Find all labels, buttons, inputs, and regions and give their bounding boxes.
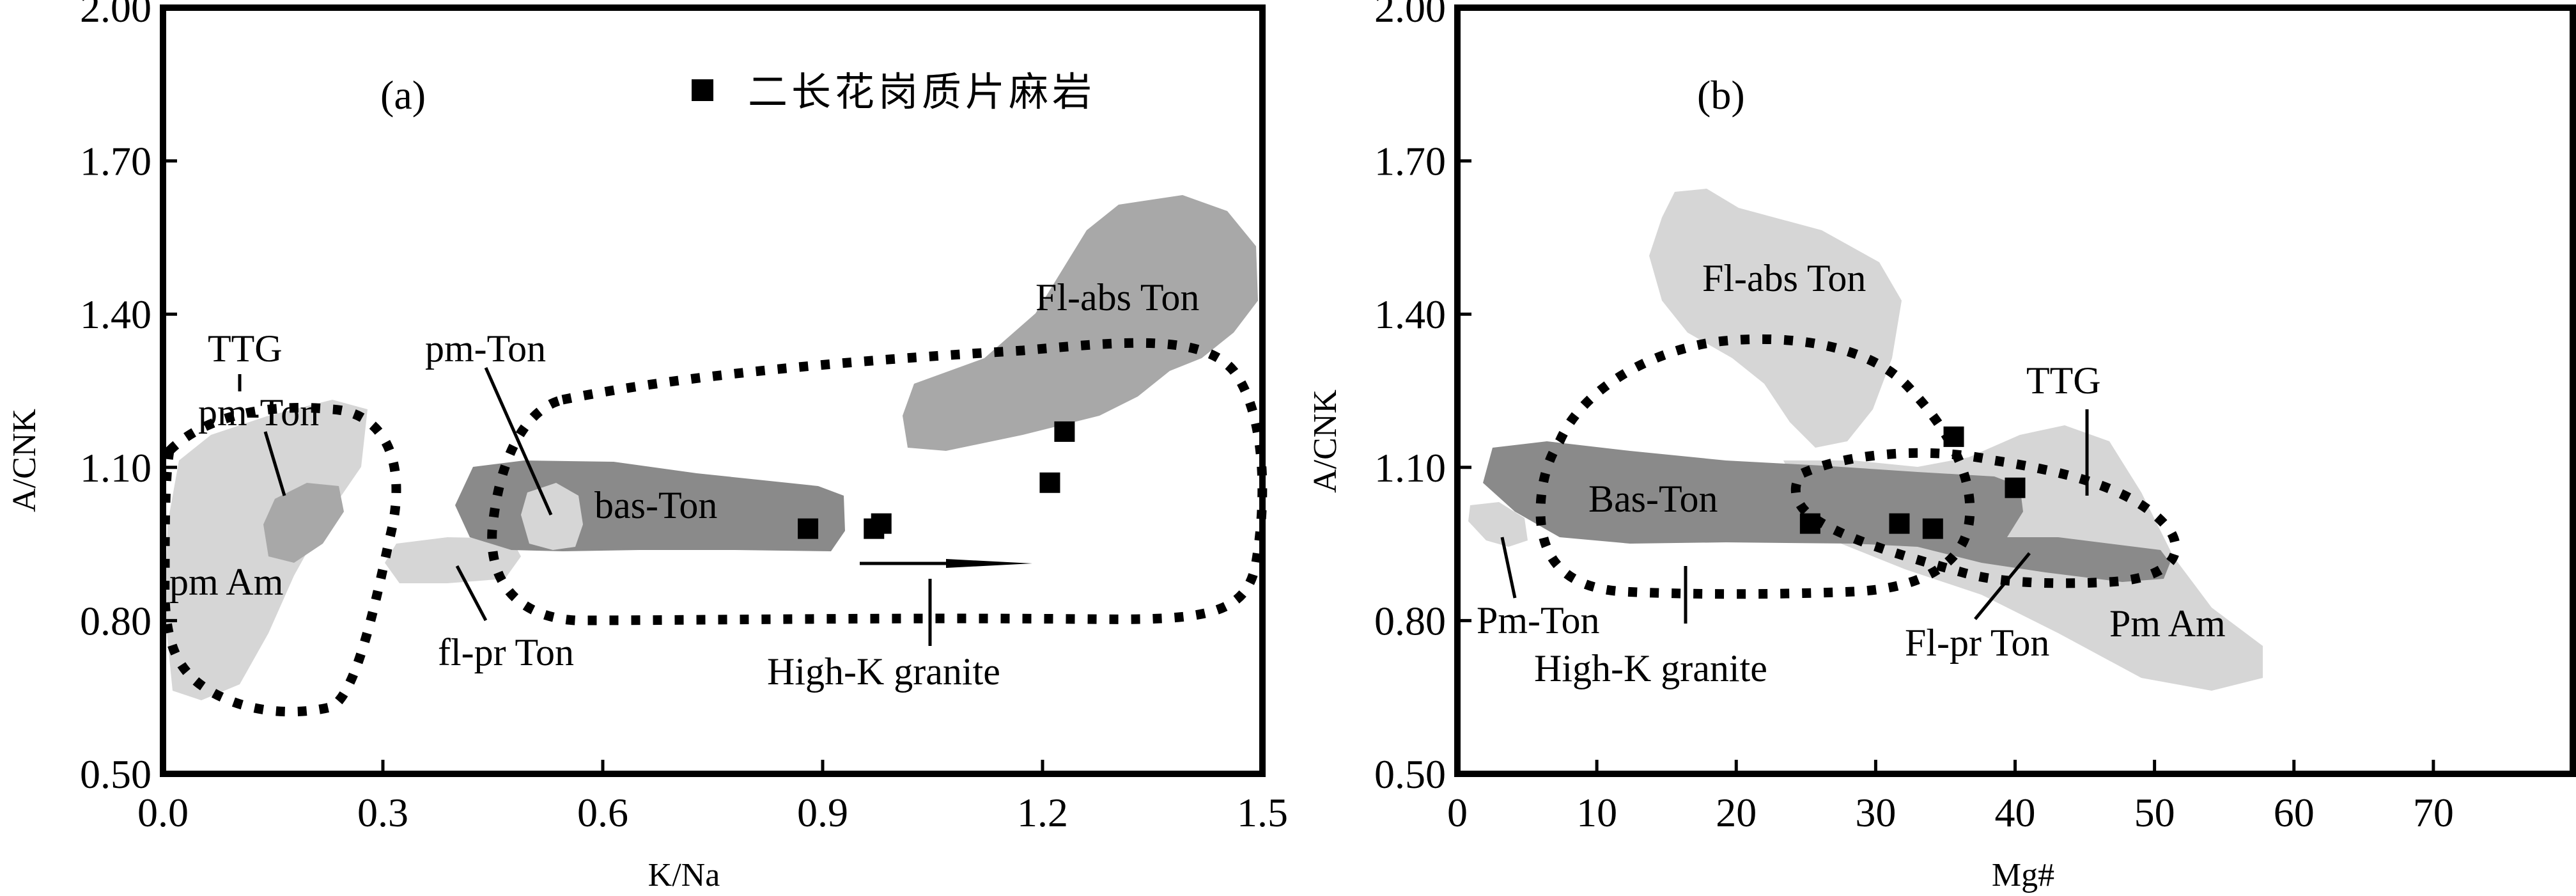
x-axis-title-b: Mg#	[1992, 857, 2054, 893]
legend-label: 二长花岗质片麻岩	[748, 68, 1096, 115]
data-point-a-2	[871, 513, 892, 534]
leader-fl-pr-ton-b	[1974, 552, 2031, 620]
plot-frame-b	[1454, 4, 2576, 777]
region-label-pm-ton-a2: pm-Ton	[425, 327, 546, 370]
field-pm-ton-a1	[263, 483, 344, 563]
x-axis-title-a: K/Na	[648, 857, 720, 893]
dotted-envelope-high-k-granite-b	[1535, 334, 1975, 599]
x-tick-label-a-5: 1.5	[1237, 790, 1288, 835]
region-label-pm-am-b: Pm Am	[2109, 602, 2226, 645]
x-tick-label-b-3: 30	[1855, 790, 1896, 835]
panel-b: Fl-abs Ton TTG Bas-Ton Pm-Ton High-K gra…	[1307, 0, 2576, 893]
points-b	[1799, 426, 2026, 539]
panel-label-b: (b)	[1697, 72, 1745, 118]
dotted-envelope-ttg-b	[1790, 448, 2180, 588]
y-tick-label-a-4: 1.70	[80, 139, 151, 184]
data-point-a-4	[1054, 421, 1075, 442]
field-pm-ton-b	[1468, 502, 1528, 547]
ticks-a: 0.0 0.3 0.6 0.9 1.2 1.5 0.50 0.80 1.10 1.40 1.70 2.…	[80, 0, 1288, 835]
x-tick-label-b-7: 70	[2413, 790, 2454, 835]
data-point-b-4	[2005, 477, 2026, 498]
region-label-fl-abs-ton: Fl-abs Ton	[1036, 276, 1199, 318]
x-tick-label-b-4: 40	[1995, 790, 2036, 835]
field-fl-abs-ton	[903, 195, 1258, 451]
field-pm-am	[165, 400, 368, 700]
y-tick-label-b-4: 1.70	[1374, 139, 1446, 184]
x-tick-label-b-1: 10	[1576, 790, 1617, 835]
field-fl-abs-ton-b	[1649, 189, 1902, 448]
y-tick-label-b-0: 0.50	[1374, 751, 1446, 797]
leader-pm-ton-b	[1500, 537, 1517, 599]
points-a	[798, 421, 1075, 539]
x-tick-label-b-0: 0	[1447, 790, 1468, 835]
region-label-ttg-b: TTG	[2026, 359, 2101, 402]
field-fl-pr-ton	[385, 537, 521, 583]
data-point-a-0	[798, 518, 819, 539]
region-label-pm-am: pm Am	[169, 561, 283, 603]
y-tick-label-a-1: 0.80	[80, 598, 151, 643]
y-tick-label-b-5: 2.00	[1374, 0, 1446, 31]
region-label-fl-pr-ton: fl-pr Ton	[438, 631, 574, 673]
field-bas-ton-b	[1483, 441, 2170, 582]
y-tick-label-a-5: 2.00	[80, 0, 151, 31]
ticks-b: 0 10 20 30 40 50 60 70 0.50 0.80 1.10 1.40 1.70 2.00	[1374, 0, 2454, 835]
x-tick-label-b-2: 20	[1716, 790, 1757, 835]
leader-pm-ton	[263, 431, 286, 496]
region-label-fl-pr-ton-b: Fl-pr Ton	[1905, 622, 2049, 664]
y-tick-label-b-3: 1.40	[1374, 292, 1446, 337]
region-label-bas-ton-b: Bas-Ton	[1588, 478, 1718, 520]
y-tick-label-b-1: 0.80	[1374, 598, 1446, 643]
field-pm-ton-a2	[521, 483, 583, 550]
leader-pm-ton-2	[484, 366, 553, 516]
y-tick-label-a-3: 1.40	[80, 292, 151, 337]
y-axis-title-b: A/CNK	[1307, 389, 1344, 493]
data-point-b-2	[1922, 518, 1943, 539]
data-point-a-3	[1039, 472, 1060, 493]
plot-frame-a	[160, 4, 1266, 777]
leader-fl-pr-ton	[455, 565, 488, 622]
region-label-high-k-granite: High-K granite	[767, 650, 1000, 693]
panel-a: TTG pm-Ton pm Am pm-Ton bas-Ton fl-pr To…	[6, 0, 1288, 893]
region-label-fl-abs-ton-b: Fl-abs Ton	[1702, 257, 1866, 299]
x-tick-label-b-6: 60	[2274, 790, 2315, 835]
high-k-arrow-head	[946, 559, 1032, 568]
region-label-pm-ton-a1: pm-Ton	[198, 391, 319, 434]
region-label-pm-ton-b: Pm-Ton	[1477, 599, 1599, 641]
region-label-ttg: TTG	[208, 327, 283, 370]
data-point-b-1	[1889, 513, 1910, 534]
x-tick-label-a-0: 0.0	[137, 790, 189, 835]
y-tick-label-a-0: 0.50	[80, 751, 151, 797]
x-tick-label-b-5: 50	[2134, 790, 2175, 835]
data-point-b-3	[1943, 426, 1964, 447]
y-tick-label-a-2: 1.10	[80, 445, 151, 491]
y-axis-title-a: A/CNK	[6, 409, 43, 512]
panel-label-a: (a)	[380, 72, 426, 118]
x-tick-label-a-2: 0.6	[577, 790, 628, 835]
x-tick-label-a-4: 1.2	[1017, 790, 1068, 835]
region-label-high-k-granite-b: High-K granite	[1534, 647, 1767, 689]
x-tick-label-a-1: 0.3	[357, 790, 408, 835]
y-tick-label-b-2: 1.10	[1374, 445, 1446, 491]
legend-marker	[692, 79, 713, 101]
x-tick-label-a-3: 0.9	[797, 790, 848, 835]
data-point-b-0	[1799, 513, 1820, 534]
region-label-bas-ton: bas-Ton	[594, 484, 717, 526]
dotted-envelope-high-k-granite	[487, 338, 1268, 625]
